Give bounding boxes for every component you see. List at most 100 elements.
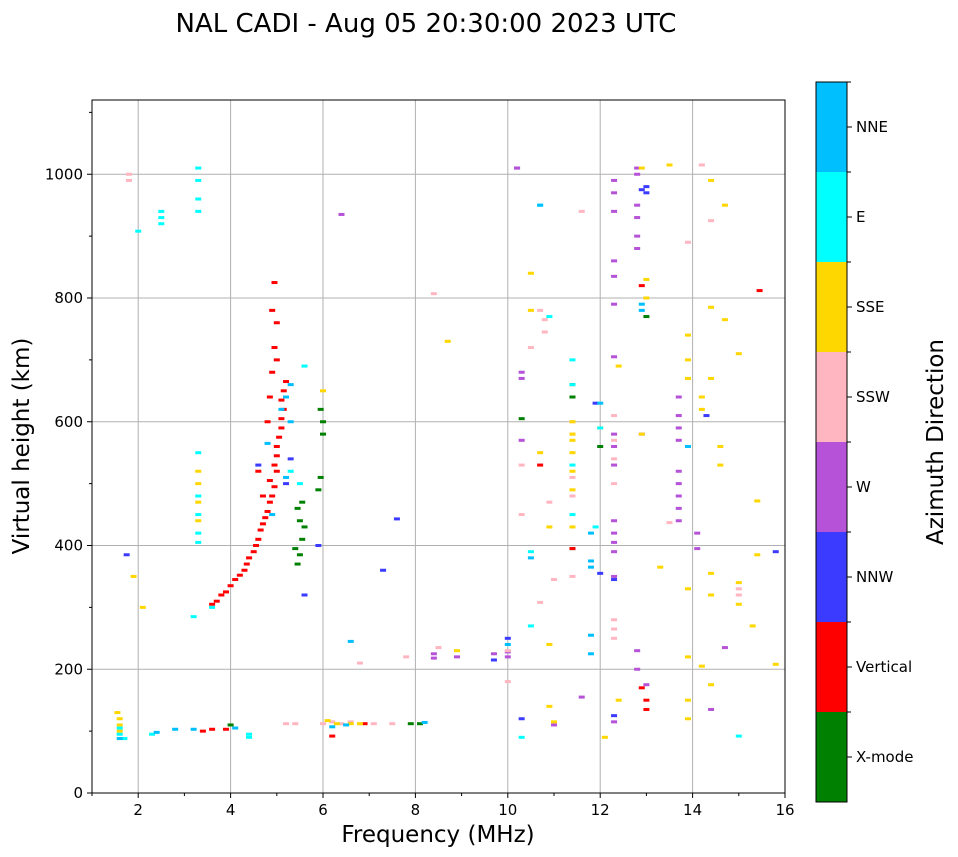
data-point [717,463,724,467]
data-point [116,723,123,727]
x-tick-label: 8 [411,801,421,819]
data-point [675,494,682,498]
data-point [684,698,691,702]
data-point [634,234,641,238]
data-point [611,209,618,213]
data-point [611,550,618,554]
data-point [518,370,525,374]
data-point [158,216,165,220]
data-point [587,633,594,637]
data-point [684,445,691,448]
data-point [283,395,290,399]
data-point [257,528,264,532]
data-point [527,624,534,628]
colorbar-tick-label: SSW [856,388,890,406]
data-point [320,722,326,726]
data-point [195,500,202,504]
data-point [266,479,273,483]
plot-frame [91,99,786,794]
data-point [278,426,285,430]
data-point [592,525,599,529]
x-tick-label: 4 [226,801,236,819]
data-point [675,426,682,430]
data-point [721,318,728,322]
data-point [527,556,534,560]
data-point [389,722,396,726]
x-tick-label: 16 [775,801,794,819]
data-point [338,722,345,726]
data-point [149,732,156,736]
colorbar-swatch [816,82,847,172]
data-point [287,469,294,473]
x-axis-label: Frequency (MHz) [341,822,534,848]
data-point [190,727,197,731]
data-point [735,734,742,738]
data-point [611,618,618,622]
data-point [227,584,234,588]
data-point [541,330,548,334]
data-point [269,513,276,517]
data-point [125,178,132,182]
x-axis: 2 4 6 8 10 12 14 16 [91,793,795,819]
data-point [255,463,262,467]
data-point [756,289,763,293]
x-tick-label: 12 [591,801,610,819]
data-point [708,376,715,380]
data-point [587,559,594,563]
colorbar-tick-label: NNW [856,568,893,586]
data-point [569,451,576,455]
data-point [675,414,682,418]
data-point [684,333,691,337]
data-point [772,662,779,666]
data-point [195,494,202,498]
data-point [675,519,682,523]
data-point [634,667,641,671]
data-point [537,308,544,312]
data-point [537,451,544,455]
data-point [611,432,618,436]
data-point [320,432,326,436]
data-point [698,664,705,668]
data-point [754,499,761,503]
data-point [611,414,618,418]
data-point [453,649,460,653]
series-x-mode [227,315,650,727]
data-point [518,376,525,380]
series-nne [116,203,691,741]
data-point [708,571,715,575]
colorbar-tick-label: E [856,208,865,226]
data-point [703,414,710,418]
data-point [195,166,202,170]
data-point [232,726,239,730]
data-point [356,722,363,726]
data-point [518,463,525,467]
data-point [333,722,340,726]
data-point [195,482,202,486]
data-point [490,658,497,662]
data-point [123,553,130,557]
grid-lines [92,100,786,793]
y-tick-label: 600 [54,413,83,431]
data-point [643,315,650,319]
data-point [611,714,618,718]
data-point [611,531,618,535]
data-point [569,420,576,424]
data-point [546,315,553,319]
colorbar-tick-label: W [856,478,871,496]
data-point [153,730,160,734]
data-point [569,513,576,517]
data-point [292,722,299,726]
data-point [262,516,269,520]
data-point [195,197,202,201]
data-point [199,729,206,733]
data-point [634,166,641,170]
data-point [597,571,604,575]
data-point [569,383,576,387]
data-point [551,723,557,727]
data-point [259,494,266,498]
data-point [338,212,345,216]
data-point [407,722,414,726]
x-tick-label: 2 [133,801,143,819]
data-point [236,573,243,577]
data-point [634,247,641,250]
